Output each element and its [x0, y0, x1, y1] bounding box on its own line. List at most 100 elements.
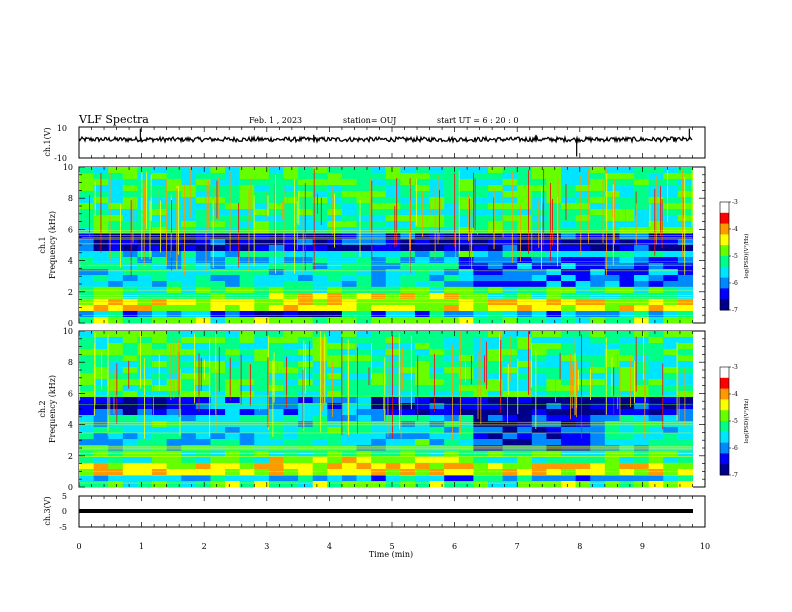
spectrogram-cell: [429, 475, 445, 482]
spectrogram-cell: [137, 245, 153, 252]
spectrogram-cell: [634, 185, 650, 192]
spectrogram-cell: [254, 337, 270, 344]
spectrogram-cell: [487, 191, 504, 198]
spectrogram-cell: [122, 293, 139, 300]
spectrogram-cell: [473, 221, 489, 228]
spectrogram-cell: [195, 355, 212, 362]
spectrogram-cell: [225, 251, 241, 258]
spectrogram-cell: [108, 233, 124, 240]
spectrogram-cell: [575, 197, 591, 204]
spectrogram-cell: [327, 433, 343, 440]
spectrogram-cell: [239, 299, 255, 306]
spectrogram-cell: [195, 197, 212, 204]
spectrogram-cell: [517, 197, 533, 204]
colorbar-segment: [720, 416, 729, 418]
spectrogram-cell: [283, 167, 299, 174]
spectrogram-cell: [79, 293, 95, 300]
spectrogram-cell: [312, 179, 328, 186]
spectrogram-cell: [648, 331, 664, 338]
spectrogram-cell: [400, 349, 416, 356]
spectrogram-cell: [283, 233, 299, 240]
spectrogram-cell: [590, 367, 606, 374]
spectrogram-cell: [210, 251, 226, 258]
spectrogram-cell: [181, 185, 197, 192]
spectrogram-cell: [663, 361, 679, 368]
spectrogram-cell: [79, 355, 95, 362]
spectrogram-cell: [458, 331, 474, 338]
spectrogram-cell: [268, 379, 285, 386]
spectrogram-cell: [531, 269, 548, 276]
colorbar-segment: [720, 392, 729, 394]
spectrogram-cell: [473, 469, 489, 476]
colorbar-segment: [720, 260, 729, 263]
spectrogram-cell: [561, 391, 577, 398]
spectrogram-cell: [517, 469, 533, 476]
spectrogram-cell: [677, 233, 694, 240]
spectrogram-cell: [561, 475, 577, 482]
y-tick-label: 8: [68, 194, 73, 203]
spectrogram-cell: [444, 197, 460, 204]
spectrogram-cell: [575, 215, 591, 222]
colorbar-segment: [720, 409, 729, 411]
spectrogram-cell: [444, 481, 460, 488]
spectrogram-cell: [254, 379, 270, 386]
spectrogram-cell: [648, 451, 664, 458]
spectrogram-cell: [604, 373, 621, 380]
spectrogram-cell: [341, 331, 358, 338]
spectrogram-cell: [122, 463, 139, 470]
spectrogram-cell: [677, 305, 694, 312]
spectrogram-cell: [400, 469, 416, 476]
spectrogram-cell: [283, 197, 299, 204]
spectrogram-cell: [327, 299, 343, 306]
colorbar-segment: [720, 472, 729, 475]
spectrogram-cell: [531, 439, 548, 446]
spectrogram-cell: [561, 245, 577, 252]
spectrogram-cell: [181, 403, 197, 410]
spectrogram-cell: [239, 167, 255, 174]
spectrogram-cell: [634, 463, 650, 470]
spectrogram-cell: [108, 257, 124, 264]
spectrogram-cell: [473, 185, 489, 192]
spectrogram-cell: [166, 233, 182, 240]
spectrogram-cell: [166, 409, 182, 416]
spectrogram-cell: [195, 427, 212, 434]
spectrogram-cell: [152, 391, 168, 398]
colorbar-segment: [720, 262, 729, 264]
spectrogram-cell: [210, 173, 226, 180]
x-axis-label: Time (min): [369, 550, 413, 559]
colorbar-segment: [720, 452, 729, 454]
spectrogram-cell: [327, 245, 343, 252]
spectrogram-cell: [93, 415, 109, 422]
spectrogram-cell: [444, 439, 460, 446]
spectrogram-cell: [517, 415, 533, 422]
spectrogram-cell: [575, 385, 591, 392]
spectrogram-cell: [225, 311, 241, 318]
spectrogram-cell: [268, 221, 285, 228]
spectrogram-cell: [502, 311, 518, 318]
colorbar-segment: [720, 218, 729, 221]
spectrogram-cell: [458, 433, 474, 440]
spectrogram-cell: [634, 173, 650, 180]
spectrogram-cell: [298, 439, 314, 446]
spectrogram-cell: [166, 305, 182, 312]
spectrogram-cell: [312, 221, 328, 228]
spectrogram-cell: [181, 409, 197, 416]
colorbar-segment: [720, 376, 729, 379]
spectrogram-cell: [487, 373, 504, 380]
spectrogram-cell: [108, 403, 124, 410]
spectrogram-cell: [590, 257, 606, 264]
spectrogram-cell: [400, 475, 416, 482]
spectrogram-cell: [79, 263, 95, 270]
spectrogram-cell: [590, 379, 606, 386]
spectrogram-cell: [283, 263, 299, 270]
spectrogram-cell: [400, 191, 416, 198]
spectrogram-cell: [356, 391, 372, 398]
spectrogram-cell: [152, 331, 168, 338]
spectrogram-cell: [429, 263, 445, 270]
spectrogram-cell: [195, 311, 212, 318]
spectrogram-cell: [634, 203, 650, 210]
colorbar-segment: [720, 395, 729, 398]
spectrogram-cell: [298, 481, 314, 488]
spectrogram-cell: [225, 463, 241, 470]
